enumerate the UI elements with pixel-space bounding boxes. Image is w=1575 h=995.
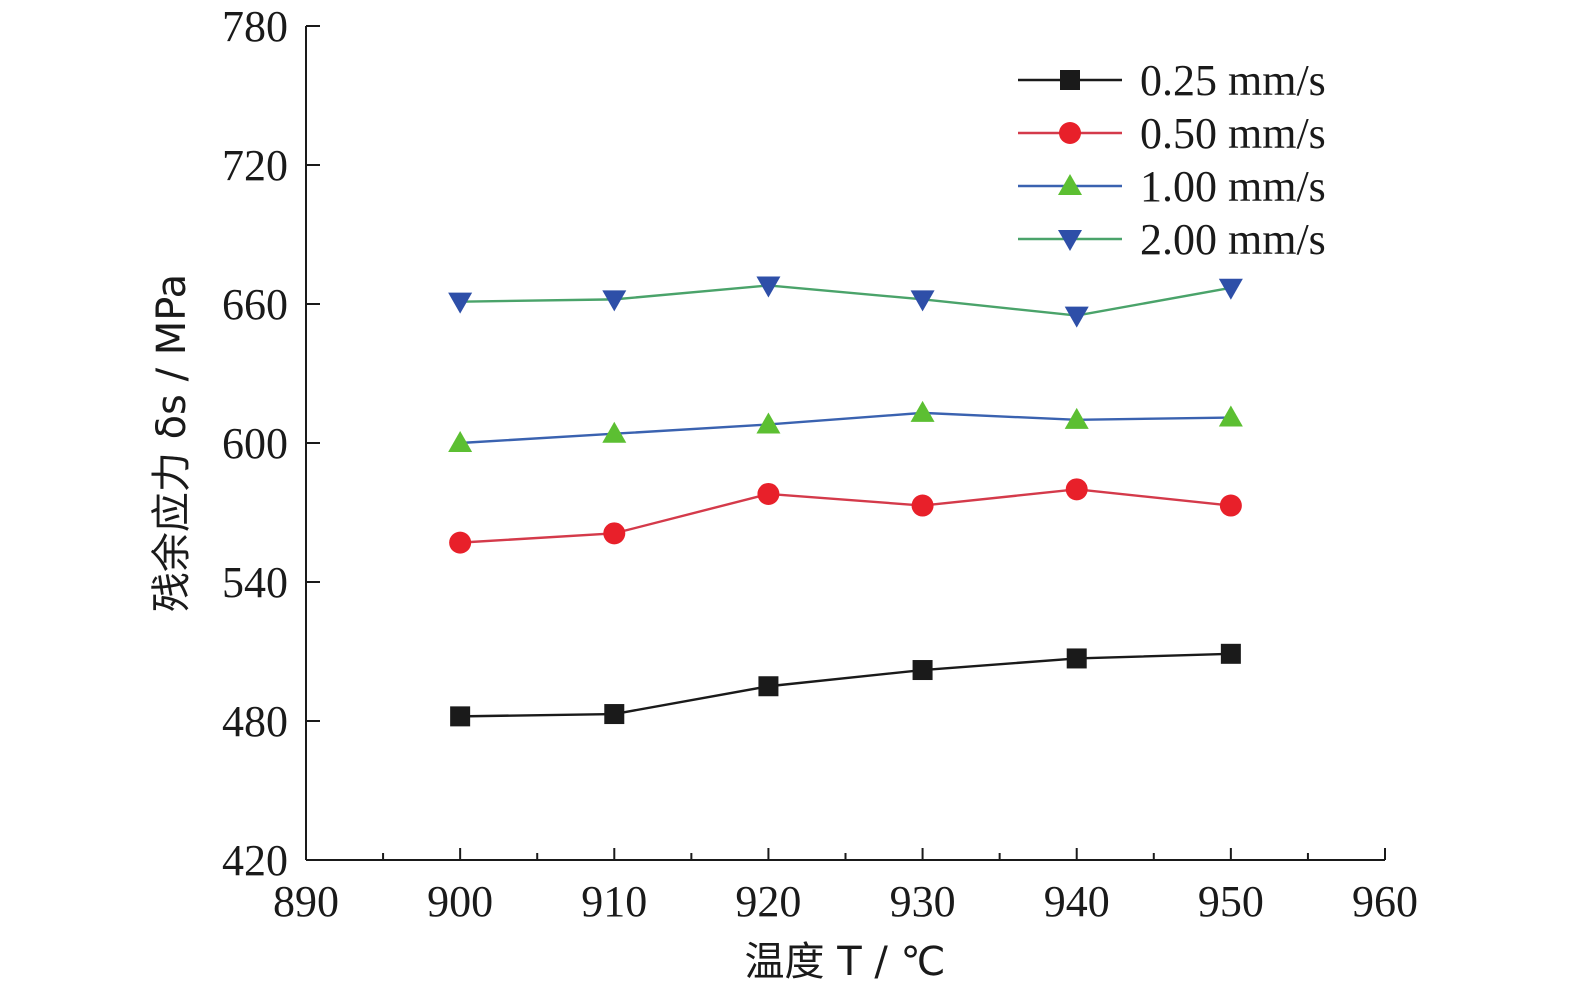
- legend-label: 1.00 mm/s: [1140, 162, 1326, 211]
- legend-item: 0.25 mm/s: [1018, 56, 1326, 105]
- data-point: [1218, 278, 1243, 300]
- data-point: [911, 494, 934, 517]
- data-point: [602, 421, 627, 443]
- series-line: [460, 411, 1231, 445]
- data-point: [448, 431, 473, 452]
- y-tick-label: 720: [222, 141, 288, 190]
- data-point: [910, 400, 935, 422]
- x-tick-label: 890: [273, 877, 339, 926]
- x-tick-label: 930: [890, 877, 956, 926]
- y-axis-title: 残余应力 δs / MPa: [149, 274, 195, 612]
- x-axis-title: 温度 T / ℃: [745, 939, 946, 985]
- data-point: [756, 412, 781, 434]
- data-point: [1065, 478, 1088, 501]
- data-point: [1064, 407, 1089, 429]
- data-point: [1066, 648, 1087, 669]
- data-point: [910, 290, 935, 312]
- series-line: [460, 284, 1232, 317]
- y-tick-label: 540: [222, 558, 288, 607]
- x-tick-label: 960: [1352, 877, 1418, 926]
- y-tick-label: 480: [222, 697, 288, 746]
- series-layer: [448, 276, 1243, 727]
- legend-marker: [1060, 70, 1080, 90]
- data-point: [448, 292, 473, 314]
- data-point: [756, 276, 781, 298]
- y-ticks: 420 480 540 600 660 720 780: [222, 2, 320, 885]
- y-tick-label: 660: [222, 280, 288, 329]
- series-3: [448, 276, 1243, 328]
- data-point: [757, 482, 780, 505]
- legend-item: 1.00 mm/s: [1018, 162, 1326, 211]
- legend: 0.25 mm/s0.50 mm/s1.00 mm/s2.00 mm/s: [1018, 56, 1326, 264]
- x-tick-label: 950: [1198, 877, 1264, 926]
- series-2: [448, 400, 1243, 452]
- data-point: [603, 522, 626, 545]
- legend-label: 0.25 mm/s: [1140, 56, 1326, 105]
- legend-marker: [1058, 174, 1082, 195]
- data-point: [1218, 405, 1243, 427]
- x-ticks: 890 900 910 920 930 940 950 960: [273, 848, 1418, 926]
- series-line: [460, 652, 1231, 718]
- data-point: [604, 704, 625, 725]
- legend-item: 2.00 mm/s: [1018, 215, 1326, 264]
- data-point: [1220, 643, 1241, 664]
- x-tick-label: 940: [1044, 877, 1110, 926]
- legend-marker: [1058, 230, 1082, 251]
- data-point: [450, 706, 471, 727]
- x-tick-label: 900: [427, 877, 493, 926]
- legend-marker: [1059, 122, 1081, 144]
- series-1: [449, 478, 1242, 554]
- legend-label: 0.50 mm/s: [1140, 109, 1326, 158]
- series-line: [460, 488, 1231, 544]
- x-tick-label: 910: [581, 877, 647, 926]
- data-point: [912, 660, 933, 681]
- legend-label: 2.00 mm/s: [1140, 215, 1326, 264]
- data-point: [1064, 306, 1089, 328]
- legend-item: 0.50 mm/s: [1018, 109, 1326, 158]
- series-0: [450, 643, 1241, 727]
- y-tick-label: 600: [222, 419, 288, 468]
- data-point: [602, 290, 627, 312]
- y-tick-label: 420: [222, 836, 288, 885]
- data-point: [1219, 494, 1242, 517]
- y-tick-label: 780: [222, 2, 288, 51]
- data-point: [449, 531, 472, 554]
- data-point: [758, 676, 779, 697]
- x-tick-label: 920: [735, 877, 801, 926]
